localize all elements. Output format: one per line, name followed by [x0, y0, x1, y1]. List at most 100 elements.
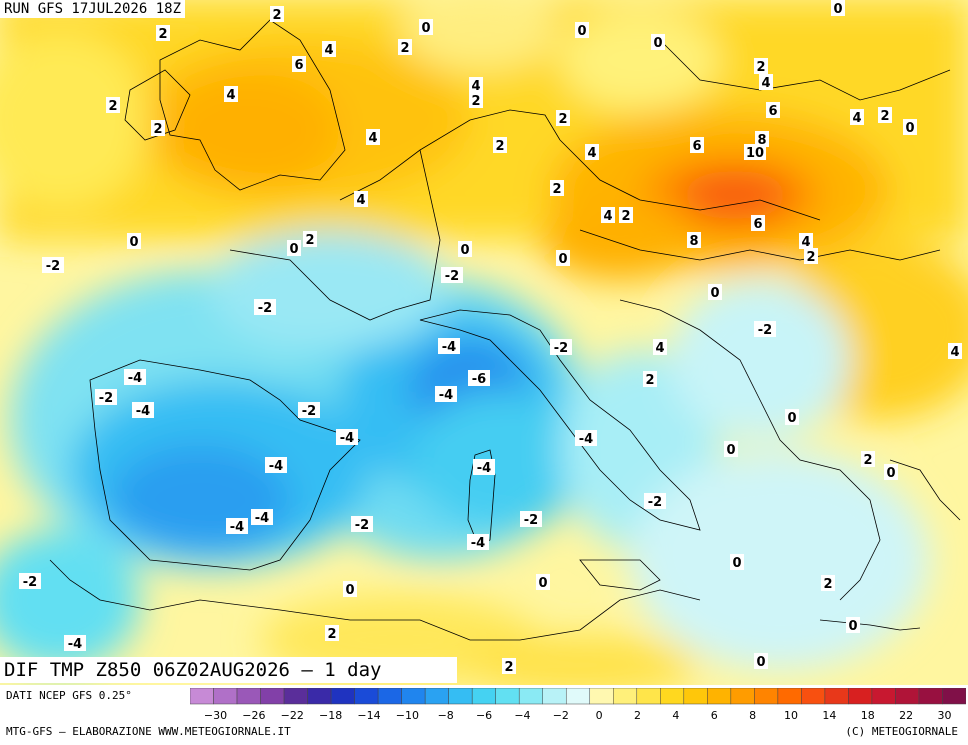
value-label-bg: [708, 284, 722, 300]
value-label-bg: [653, 339, 667, 355]
value-label: -4: [255, 511, 269, 526]
value-label: 2: [158, 27, 167, 42]
color-swatch: [401, 688, 426, 705]
value-label-bg: [124, 369, 146, 385]
value-label: 8: [757, 133, 766, 148]
color-swatch: [942, 688, 966, 705]
scale-tick-label: 6: [711, 709, 718, 722]
color-swatch: [471, 688, 496, 705]
value-label-bg: [755, 131, 769, 147]
value-label-bg: [156, 25, 170, 41]
value-label: -4: [477, 461, 491, 476]
value-label: -2: [648, 495, 662, 510]
value-label: 0: [538, 576, 547, 591]
color-scale-ticks: −30 −26 −22 −18 −14 −10 −8 −6 −4 −2 0 2 4 6 8 10 14 18 22 3…: [204, 709, 952, 722]
value-label: 2: [558, 112, 567, 127]
value-label-bg: [804, 248, 818, 264]
color-swatch: [707, 688, 732, 705]
value-label-bg: [754, 321, 776, 337]
value-label: 4: [368, 131, 377, 146]
value-label-bg: [151, 120, 165, 136]
color-swatch: [542, 688, 567, 705]
value-label-bg: [690, 137, 704, 153]
value-label-bg: [127, 233, 141, 249]
color-swatch: [871, 688, 896, 705]
color-swatch: [918, 688, 943, 705]
color-swatch: [660, 688, 685, 705]
value-label: 0: [653, 36, 662, 51]
value-label-bg: [265, 457, 287, 473]
value-label-bg: [435, 386, 457, 402]
value-label-bg: [884, 464, 898, 480]
scale-tick-label: 14: [822, 709, 836, 722]
scale-tick-label: −26: [242, 709, 265, 722]
value-label: 0: [726, 443, 735, 458]
value-label: 2: [504, 660, 513, 675]
color-swatch: [354, 688, 379, 705]
color-swatch: [330, 688, 355, 705]
value-label-bg: [575, 430, 597, 446]
value-label: 2: [756, 60, 765, 75]
value-label-bg: [398, 39, 412, 55]
value-label-bg: [287, 240, 301, 256]
value-label: 0: [558, 252, 567, 267]
color-swatch: [213, 688, 238, 705]
value-label-bg: [831, 0, 845, 16]
value-label: 0: [905, 121, 914, 136]
value-label: -4: [579, 432, 593, 447]
value-label: 0: [345, 583, 354, 598]
value-label: 2: [645, 373, 654, 388]
value-label: -4: [442, 340, 456, 355]
scale-tick-label: 22: [899, 709, 913, 722]
value-label: 4: [761, 76, 770, 91]
value-label: -4: [230, 520, 244, 535]
value-label-bg: [903, 119, 917, 135]
value-label: 6: [692, 139, 701, 154]
value-label-bg: [878, 107, 892, 123]
scale-tick-label: −18: [319, 709, 342, 722]
color-swatch: [589, 688, 614, 705]
value-label-bg: [575, 22, 589, 38]
scale-tick-label: −2: [553, 709, 569, 722]
scale-tick-label: −30: [204, 709, 227, 722]
color-swatch: [613, 688, 638, 705]
value-label-bg: [419, 19, 433, 35]
value-label: 2: [806, 250, 815, 265]
value-label-bg: [821, 575, 835, 591]
value-label: -4: [128, 371, 142, 386]
value-label: -2: [445, 269, 459, 284]
value-label-bg: [343, 581, 357, 597]
value-label-bg: [730, 554, 744, 570]
value-label-bg: [502, 658, 516, 674]
value-label-bg: [469, 77, 483, 93]
value-label-bg: [336, 429, 358, 445]
value-label: 2: [272, 8, 281, 23]
value-label-bg: [106, 97, 120, 113]
value-label-bg: [325, 625, 339, 641]
value-label: 0: [833, 2, 842, 17]
value-label: 4: [655, 341, 664, 356]
value-label-bg: [303, 231, 317, 247]
color-swatch: [848, 688, 873, 705]
color-swatch: [260, 688, 285, 705]
scale-tick-label: 10: [784, 709, 798, 722]
value-label-bg: [19, 573, 41, 589]
value-label-bg: [438, 338, 460, 354]
value-label: -2: [99, 391, 113, 406]
credit-text: MTG-GFS — ELABORAZIONE WWW.METEOGIORNALE…: [6, 725, 291, 738]
scale-tick-label: −8: [438, 709, 454, 722]
value-label-bg: [619, 207, 633, 223]
value-label: 2: [108, 99, 117, 114]
value-label-bg: [799, 233, 813, 249]
value-label-bg: [132, 402, 154, 418]
value-label-bg: [42, 257, 64, 273]
color-swatch: [448, 688, 473, 705]
value-label-bg: [556, 110, 570, 126]
copyright-text: (C) METEOGIORNALE: [845, 725, 958, 738]
color-swatch: [283, 688, 308, 705]
anomaly-field: [0, 0, 968, 685]
value-label: 2: [495, 139, 504, 154]
color-swatch: [190, 688, 214, 705]
